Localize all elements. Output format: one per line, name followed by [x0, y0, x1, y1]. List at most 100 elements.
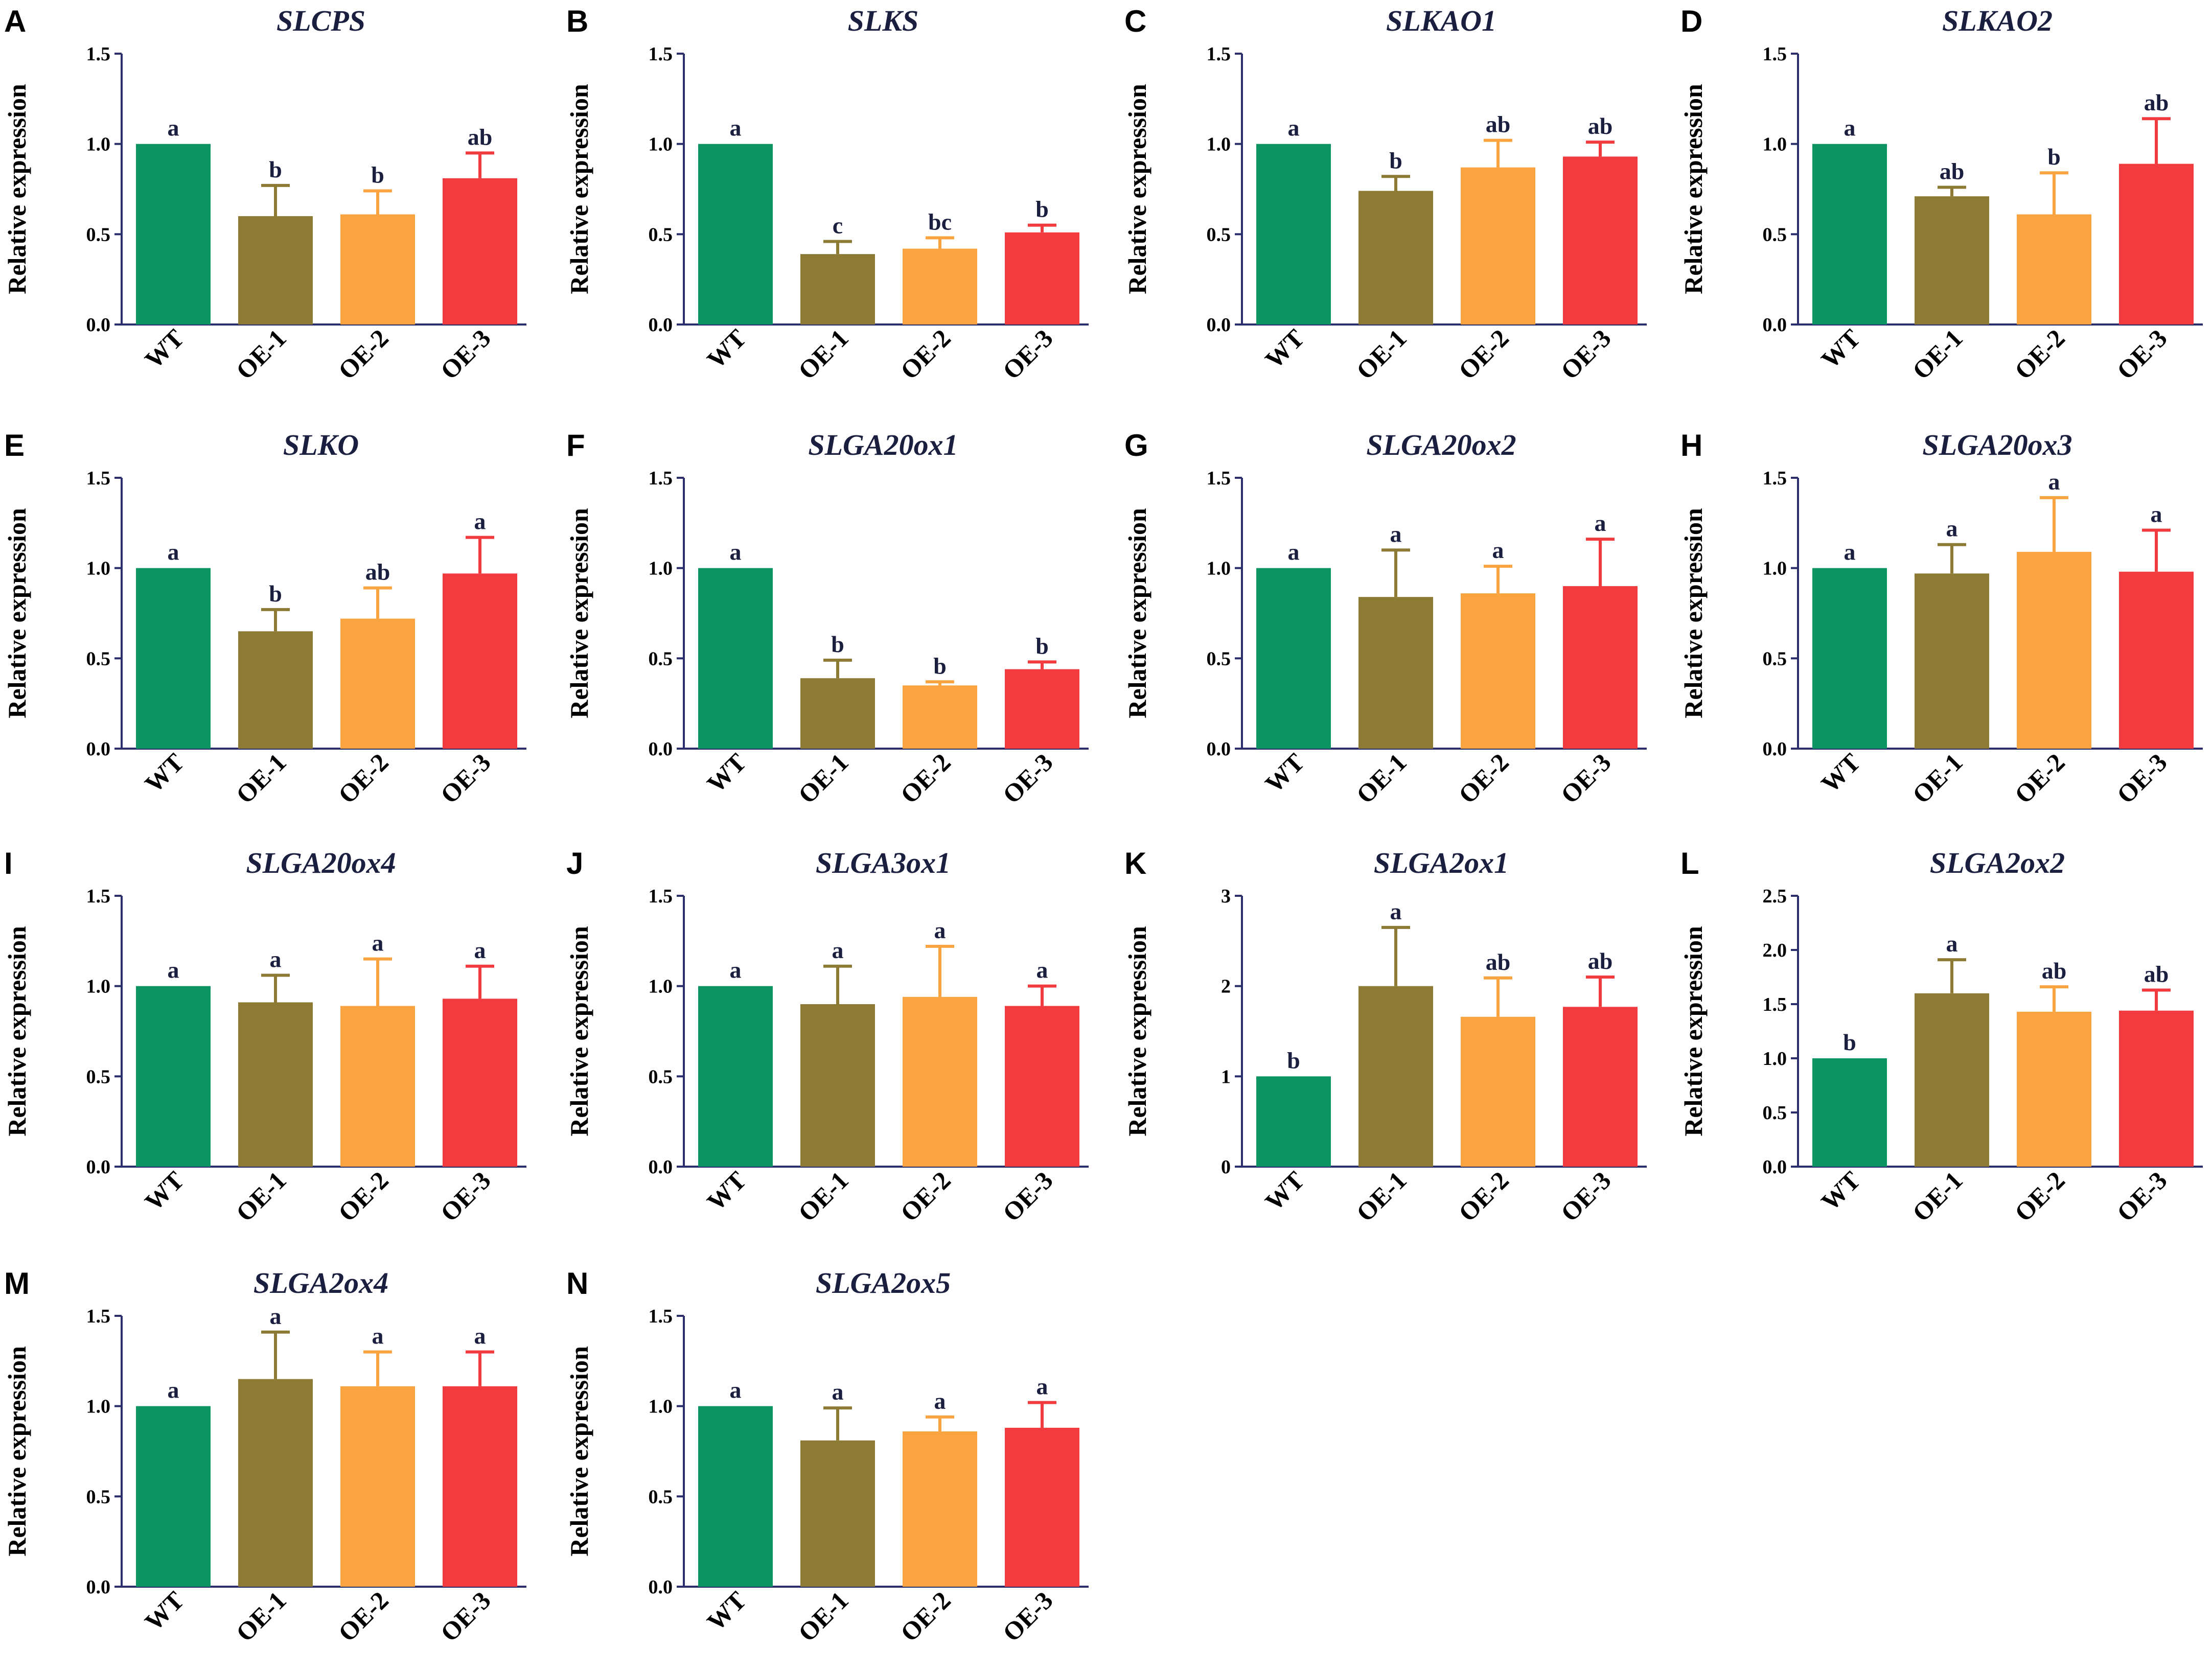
x-tick-label: WT	[139, 748, 190, 798]
chart-title: SLKS	[848, 4, 919, 37]
x-tick-label: OE-2	[333, 1166, 394, 1227]
y-tick-label: 2.5	[1763, 886, 1787, 907]
significance-label: a	[270, 1303, 282, 1329]
significance-label: a	[474, 508, 486, 535]
chart-title: SLKAO1	[1386, 4, 1496, 37]
y-tick-label: 1.5	[86, 1306, 111, 1327]
significance-label: b	[269, 156, 282, 182]
bar-wt	[136, 986, 211, 1167]
y-tick-label: 1	[1221, 1066, 1231, 1087]
significance-label: b	[1843, 1029, 1856, 1055]
significance-label: ab	[1588, 948, 1613, 974]
y-axis-label: Relative expression	[1679, 926, 1708, 1136]
y-tick-label: 1.0	[86, 976, 111, 997]
chart-title: SLGA2ox4	[254, 1266, 388, 1299]
x-tick-label: OE-3	[997, 323, 1058, 385]
bar-wt	[1256, 1076, 1331, 1167]
bar-wt	[136, 568, 211, 749]
bar-oe-2	[903, 248, 977, 324]
y-tick-label: 1.0	[1207, 558, 1231, 579]
significance-label: b	[933, 653, 947, 679]
y-tick-label: 0.5	[649, 648, 673, 669]
bar-oe-2	[2017, 1011, 2091, 1167]
y-tick-label: 0.0	[1763, 738, 1787, 760]
y-tick-label: 1.0	[1763, 558, 1787, 579]
y-tick-label: 0.5	[86, 1486, 111, 1507]
x-tick-label: WT	[1259, 1166, 1310, 1216]
chart-panel-f: F SLGA20ox1 Relative expression 0.0 0.5 1.0 1.…	[565, 428, 1089, 809]
y-axis-label: Relative expression	[1123, 926, 1151, 1136]
bar-oe-1	[800, 1440, 875, 1587]
bar-oe-2	[340, 618, 415, 749]
bar-oe-1	[800, 254, 875, 324]
chart-title: SLCPS	[276, 4, 365, 37]
chart-title: SLGA20ox2	[1366, 428, 1516, 461]
y-tick-label: 1.5	[649, 43, 673, 65]
significance-label: a	[168, 957, 179, 983]
panel-letter: G	[1124, 428, 1148, 462]
chart-panel-i: I SLGA20ox4 Relative expression 0.0 0.5 1.0 1.…	[3, 846, 526, 1227]
x-tick-label: OE-1	[231, 748, 292, 809]
y-tick-label: 1.0	[86, 1396, 111, 1418]
y-tick-label: 0.0	[1207, 314, 1231, 336]
chart-title: SLGA20ox1	[808, 428, 958, 461]
chart-panel-d: D SLKAO2 Relative expression 0.0 0.5 1.0 1.5 a W…	[1679, 4, 2203, 385]
bar-oe-3	[1563, 156, 1638, 324]
bar-oe-1	[1358, 986, 1433, 1167]
bar-oe-3	[443, 999, 517, 1167]
y-tick-label: 1.5	[86, 886, 111, 907]
chart-title: SLGA2ox5	[816, 1266, 951, 1299]
bar-wt	[698, 568, 773, 749]
x-tick-label: OE-1	[793, 1166, 854, 1227]
significance-label: a	[1390, 521, 1402, 547]
bar-oe-2	[1461, 593, 1535, 749]
significance-label: ab	[365, 559, 390, 585]
x-tick-label: OE-1	[231, 323, 292, 385]
x-tick-label: OE-1	[231, 1586, 292, 1647]
chart-title: SLGA2ox2	[1930, 846, 2065, 879]
bar-oe-2	[903, 1431, 977, 1587]
y-tick-label: 0.0	[1763, 314, 1787, 336]
significance-label: ab	[2144, 89, 2169, 115]
bar-oe-2	[903, 996, 977, 1167]
y-axis-label: Relative expression	[1679, 508, 1708, 718]
y-tick-label: 1.0	[649, 976, 673, 997]
bar-wt	[698, 144, 773, 324]
y-axis-label: Relative expression	[565, 84, 593, 294]
significance-label: b	[1035, 633, 1049, 659]
significance-label: a	[730, 539, 742, 565]
y-tick-label: 1.5	[86, 468, 111, 489]
bar-oe-2	[340, 1386, 415, 1587]
bar-oe-2	[340, 214, 415, 324]
y-tick-label: 1.0	[1207, 134, 1231, 155]
panel-letter: B	[566, 4, 588, 38]
y-tick-label: 1.0	[1763, 134, 1787, 155]
y-tick-label: 0.5	[649, 1066, 673, 1087]
x-tick-label: OE-2	[1453, 748, 1514, 809]
y-tick-label: 0.5	[86, 224, 111, 245]
bar-oe-3	[1563, 1007, 1638, 1167]
y-tick-label: 0.0	[86, 1576, 111, 1598]
y-tick-label: 0.5	[1207, 224, 1231, 245]
y-tick-label: 1.0	[86, 558, 111, 579]
bar-oe-1	[1358, 191, 1433, 324]
y-tick-label: 1.5	[1763, 994, 1787, 1015]
panel-letter: N	[566, 1266, 588, 1301]
chart-panel-j: J SLGA3ox1 Relative expression 0.0 0.5 1.0 1.5…	[565, 846, 1089, 1227]
bar-wt	[1812, 568, 1887, 749]
y-tick-label: 2.0	[1763, 940, 1787, 961]
y-tick-label: 1.0	[649, 134, 673, 155]
x-tick-label: OE-1	[793, 748, 854, 809]
significance-label: ab	[1940, 158, 1965, 184]
bar-wt	[1256, 568, 1331, 749]
bar-oe-3	[1005, 1006, 1079, 1167]
y-tick-label: 1.0	[1763, 1048, 1787, 1070]
y-tick-label: 1.5	[1207, 468, 1231, 489]
significance-label: a	[730, 115, 742, 141]
bar-oe-3	[443, 1386, 517, 1587]
significance-label: ab	[2144, 961, 2169, 987]
y-tick-label: 0.0	[649, 314, 673, 336]
x-tick-label: WT	[1259, 748, 1310, 798]
y-axis-label: Relative expression	[3, 926, 31, 1136]
